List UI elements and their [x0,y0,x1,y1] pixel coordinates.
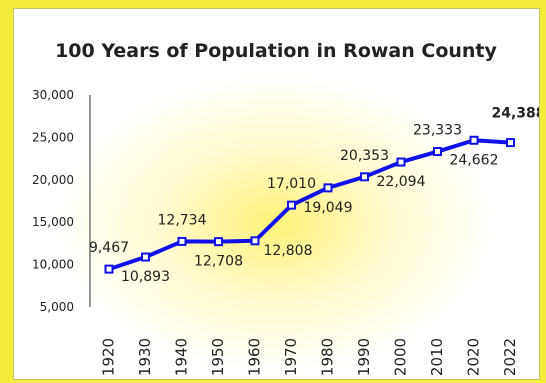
x-tick-label: 2020 [465,338,483,376]
y-tick-label: 30,000 [32,88,74,102]
y-tick-labels: 5,000 10,000 15,000 20,000 25,000 30,000 [32,88,74,314]
y-tick-label: 25,000 [32,130,74,144]
x-tick-label: 1960 [246,338,264,376]
data-point [433,147,442,157]
data-label: 22,094 [377,174,426,190]
data-label: 17,010 [267,176,316,192]
data-point [323,183,333,193]
x-tick-label: 2022 [501,338,519,376]
data-point [396,157,406,167]
line-chart: 100 Years of Population in Rowan County … [32,40,539,376]
data-label: 19,049 [304,200,353,216]
x-tick-label: 2000 [392,338,410,376]
data-label: 24,388 [491,106,539,122]
x-tick-label: 2010 [428,338,446,376]
data-label: 9,467 [89,240,129,256]
chart-panel: 100 Years of Population in Rowan County … [13,8,540,380]
x-tick-label: 1920 [100,338,118,376]
data-label: 12,734 [158,212,207,228]
x-tick-label: 1990 [355,338,373,376]
x-tick-label: 1930 [136,338,154,376]
data-point [360,172,369,182]
data-labels: 9,467 10,893 12,734 12,708 12,808 17,010 19,04… [89,106,539,285]
y-tick-label: 10,000 [32,258,74,272]
x-tick-label: 1940 [173,338,191,376]
data-label: 12,808 [264,243,313,259]
data-point [506,138,515,148]
data-point [250,236,260,246]
data-markers [104,135,515,274]
data-label: 10,893 [121,269,170,285]
data-label: 24,662 [450,152,499,168]
chart-title: 100 Years of Population in Rowan County [55,40,497,62]
y-tick-label: 15,000 [32,215,74,229]
x-tick-label: 1950 [209,338,227,376]
data-point [141,252,150,262]
background-glow [56,74,496,374]
y-tick-label: 20,000 [32,173,74,187]
series-polyline [107,138,513,272]
data-point [177,236,187,246]
x-tick-labels: 1920 1930 1940 1950 1960 1970 1980 1990 2000 2010… [100,338,520,376]
x-tick-label: 1980 [319,338,337,376]
data-point [104,264,114,274]
data-label: 20,353 [340,148,389,164]
x-tick-label: 1970 [282,338,300,376]
data-point [469,135,479,145]
data-label: 12,708 [194,254,243,270]
data-point [214,237,223,247]
data-label: 23,333 [413,123,462,139]
y-tick-label: 5,000 [40,300,74,314]
data-point [287,200,296,210]
series-line [107,138,513,272]
